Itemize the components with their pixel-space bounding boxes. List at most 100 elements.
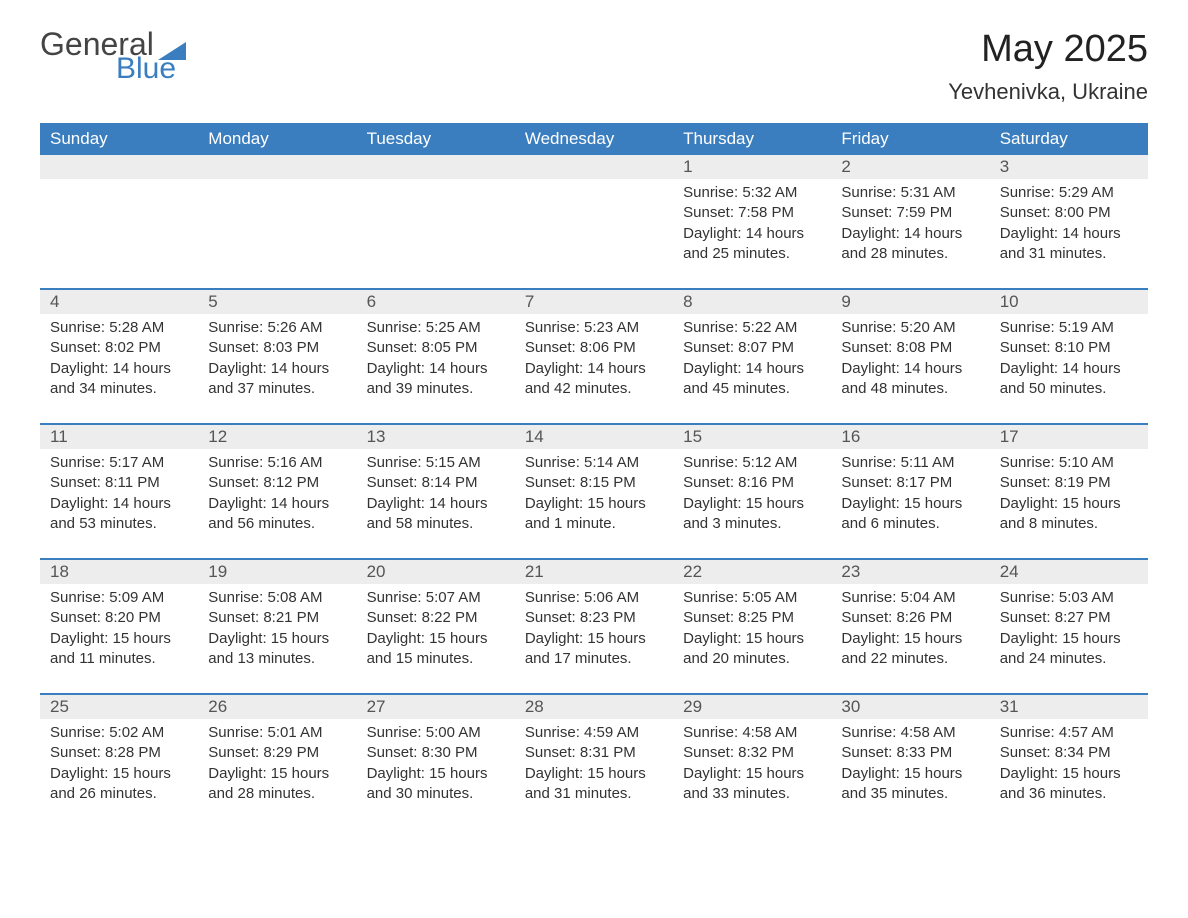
day-number-cell: 12	[198, 425, 356, 449]
day-info-line: Sunset: 8:28 PM	[50, 743, 188, 763]
day-data-cell: Sunrise: 5:08 AMSunset: 8:21 PMDaylight:…	[198, 584, 356, 694]
day-info-line: Daylight: 15 hours	[525, 494, 663, 514]
day-info-line: Sunrise: 4:57 AM	[1000, 723, 1138, 743]
day-info-line: and 58 minutes.	[367, 514, 505, 534]
day-number-cell: 28	[515, 695, 673, 719]
day-info-line: Sunrise: 5:17 AM	[50, 453, 188, 473]
day-info-line: Sunset: 8:19 PM	[1000, 473, 1138, 493]
day-data-cell	[357, 179, 515, 289]
day-info-line: and 42 minutes.	[525, 379, 663, 399]
day-info-line: Daylight: 14 hours	[367, 359, 505, 379]
day-info-line: Daylight: 15 hours	[683, 764, 821, 784]
day-number-cell: 18	[40, 560, 198, 584]
day-header: Monday	[198, 123, 356, 155]
day-info-line: and 35 minutes.	[841, 784, 979, 804]
day-info-line: and 33 minutes.	[683, 784, 821, 804]
day-info-line: Sunrise: 5:26 AM	[208, 318, 346, 338]
day-info-line: Daylight: 14 hours	[367, 494, 505, 514]
day-data-cell: Sunrise: 5:28 AMSunset: 8:02 PMDaylight:…	[40, 314, 198, 424]
day-info-line: Sunset: 8:14 PM	[367, 473, 505, 493]
day-info-line: Sunset: 8:20 PM	[50, 608, 188, 628]
day-number-cell: 1	[673, 155, 831, 179]
day-info-line: and 30 minutes.	[367, 784, 505, 804]
day-info-line: Daylight: 14 hours	[683, 224, 821, 244]
day-info-line: and 20 minutes.	[683, 649, 821, 669]
day-info-line: Daylight: 15 hours	[50, 764, 188, 784]
day-info-line: Sunrise: 4:59 AM	[525, 723, 663, 743]
day-info-line: Sunset: 8:07 PM	[683, 338, 821, 358]
day-data-cell: Sunrise: 4:58 AMSunset: 8:32 PMDaylight:…	[673, 719, 831, 828]
day-info-line: Sunrise: 4:58 AM	[841, 723, 979, 743]
day-number-cell: 29	[673, 695, 831, 719]
day-info-line: Sunrise: 4:58 AM	[683, 723, 821, 743]
day-data-cell: Sunrise: 5:32 AMSunset: 7:58 PMDaylight:…	[673, 179, 831, 289]
day-data-cell: Sunrise: 5:31 AMSunset: 7:59 PMDaylight:…	[831, 179, 989, 289]
day-info-line: Sunset: 8:23 PM	[525, 608, 663, 628]
day-info-line: Sunset: 8:22 PM	[367, 608, 505, 628]
day-info-line: and 56 minutes.	[208, 514, 346, 534]
day-info-line: Daylight: 15 hours	[841, 494, 979, 514]
day-info-line: Daylight: 15 hours	[683, 494, 821, 514]
day-data-cell: Sunrise: 5:11 AMSunset: 8:17 PMDaylight:…	[831, 449, 989, 559]
day-info-line: and 17 minutes.	[525, 649, 663, 669]
day-number-cell: 7	[515, 290, 673, 314]
day-data-cell	[515, 179, 673, 289]
day-number-cell: 2	[831, 155, 989, 179]
day-info-line: Sunset: 8:15 PM	[525, 473, 663, 493]
day-info-line: and 22 minutes.	[841, 649, 979, 669]
day-info-line: Daylight: 15 hours	[50, 629, 188, 649]
day-info-line: Daylight: 14 hours	[841, 224, 979, 244]
day-data-row: Sunrise: 5:17 AMSunset: 8:11 PMDaylight:…	[40, 449, 1148, 559]
day-number-row: 123	[40, 155, 1148, 179]
title-month: May 2025	[948, 28, 1148, 71]
day-data-row: Sunrise: 5:32 AMSunset: 7:58 PMDaylight:…	[40, 179, 1148, 289]
day-header: Wednesday	[515, 123, 673, 155]
day-data-cell: Sunrise: 4:59 AMSunset: 8:31 PMDaylight:…	[515, 719, 673, 828]
day-info-line: and 13 minutes.	[208, 649, 346, 669]
day-number-cell: 6	[357, 290, 515, 314]
day-info-line: Sunset: 8:03 PM	[208, 338, 346, 358]
day-info-line: Daylight: 15 hours	[525, 629, 663, 649]
page-header: General Blue May 2025 Yevhenivka, Ukrain…	[40, 28, 1148, 105]
day-number-cell: 26	[198, 695, 356, 719]
day-data-cell: Sunrise: 5:06 AMSunset: 8:23 PMDaylight:…	[515, 584, 673, 694]
day-info-line: Sunrise: 5:07 AM	[367, 588, 505, 608]
day-info-line: Sunrise: 5:29 AM	[1000, 183, 1138, 203]
day-info-line: Daylight: 15 hours	[1000, 764, 1138, 784]
day-info-line: Sunrise: 5:32 AM	[683, 183, 821, 203]
day-data-cell: Sunrise: 5:22 AMSunset: 8:07 PMDaylight:…	[673, 314, 831, 424]
day-info-line: Sunset: 8:00 PM	[1000, 203, 1138, 223]
day-info-line: Sunrise: 5:28 AM	[50, 318, 188, 338]
day-info-line: Daylight: 15 hours	[1000, 494, 1138, 514]
day-data-cell: Sunrise: 5:01 AMSunset: 8:29 PMDaylight:…	[198, 719, 356, 828]
day-data-cell: Sunrise: 5:17 AMSunset: 8:11 PMDaylight:…	[40, 449, 198, 559]
day-data-cell: Sunrise: 5:10 AMSunset: 8:19 PMDaylight:…	[990, 449, 1148, 559]
day-info-line: Sunrise: 5:31 AM	[841, 183, 979, 203]
day-info-line: and 25 minutes.	[683, 244, 821, 264]
day-info-line: and 1 minute.	[525, 514, 663, 534]
day-info-line: Daylight: 15 hours	[841, 764, 979, 784]
day-info-line: Daylight: 14 hours	[1000, 359, 1138, 379]
day-number-cell: 9	[831, 290, 989, 314]
day-number-cell: 30	[831, 695, 989, 719]
day-info-line: Sunrise: 5:04 AM	[841, 588, 979, 608]
day-info-line: Sunrise: 5:10 AM	[1000, 453, 1138, 473]
day-info-line: Sunrise: 5:03 AM	[1000, 588, 1138, 608]
day-info-line: Sunset: 7:59 PM	[841, 203, 979, 223]
day-info-line: Daylight: 15 hours	[208, 764, 346, 784]
day-data-cell: Sunrise: 5:12 AMSunset: 8:16 PMDaylight:…	[673, 449, 831, 559]
day-info-line: Sunset: 8:06 PM	[525, 338, 663, 358]
day-info-line: and 36 minutes.	[1000, 784, 1138, 804]
day-info-line: and 31 minutes.	[525, 784, 663, 804]
day-info-line: Sunrise: 5:25 AM	[367, 318, 505, 338]
brand-logo: General Blue	[40, 28, 186, 84]
day-header: Thursday	[673, 123, 831, 155]
day-info-line: Sunset: 8:05 PM	[367, 338, 505, 358]
title-location: Yevhenivka, Ukraine	[948, 79, 1148, 105]
day-info-line: Sunrise: 5:05 AM	[683, 588, 821, 608]
day-number-row: 18192021222324	[40, 560, 1148, 584]
day-info-line: and 28 minutes.	[208, 784, 346, 804]
day-info-line: Daylight: 14 hours	[50, 494, 188, 514]
day-data-cell: Sunrise: 5:00 AMSunset: 8:30 PMDaylight:…	[357, 719, 515, 828]
day-info-line: Sunrise: 5:02 AM	[50, 723, 188, 743]
